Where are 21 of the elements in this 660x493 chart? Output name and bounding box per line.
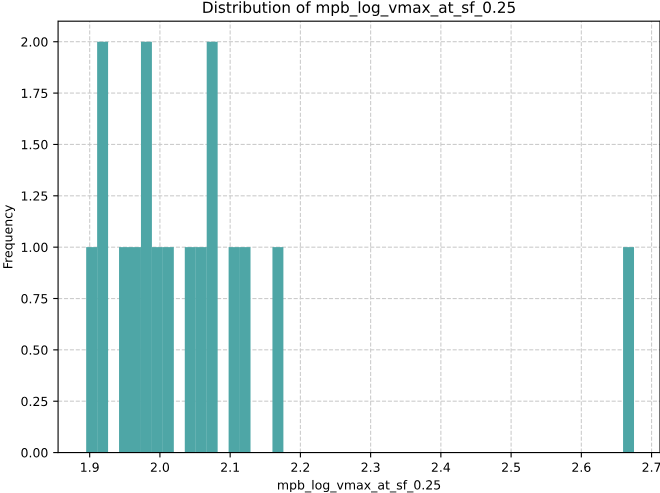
y-tick-label: 2.00 [21,37,48,47]
y-tick-label: 1.25 [22,191,48,201]
x-axis-title: mpb_log_vmax_at_sf_0.25 [278,480,440,492]
x-tick-label: 2.3 [362,462,380,472]
y-axis-title: Frequency [3,204,15,268]
y-tick-label: 1.50 [22,140,48,150]
y-tick-label: 1.00 [22,242,48,252]
y-tick-label: 0.50 [21,345,48,355]
x-tick-label: 2.0 [150,462,170,472]
y-tick-label: 0.25 [21,396,48,406]
x-tick-label: 2.4 [432,462,450,472]
y-tick-label: 1.75 [22,88,48,98]
x-tick-label: 2.7 [642,462,660,472]
x-tick-label: 2.6 [572,462,590,472]
y-tick-label: 0.75 [21,294,48,304]
x-tick-label: 2.2 [291,462,310,472]
y-tick-label: 0.00 [21,448,48,458]
x-tick-label: 1.9 [81,462,99,472]
chart-title: Distribution of mpb_log_vmax_at_sf_0.25 [203,1,515,16]
x-tick-label: 2.1 [221,462,239,472]
x-tick-label: 2.5 [502,462,520,472]
